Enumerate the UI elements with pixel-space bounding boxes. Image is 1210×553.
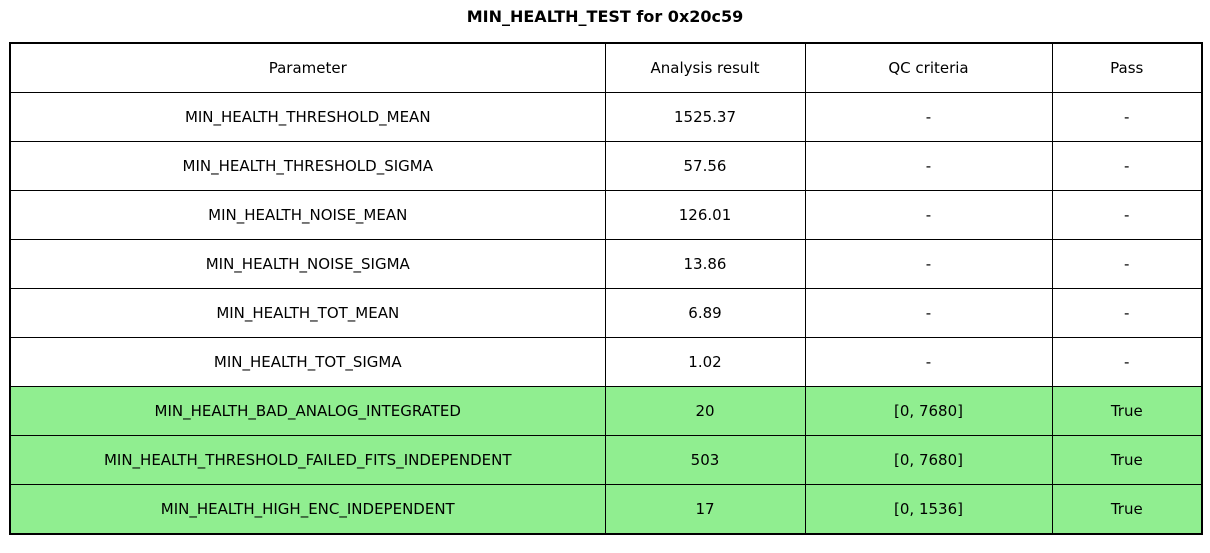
cell-analysis-result: 20 (604, 386, 806, 436)
cell-parameter: MIN_HEALTH_NOISE_MEAN (9, 190, 606, 240)
cell-qc-criteria: - (804, 337, 1053, 387)
cell-analysis-result: 13.86 (604, 239, 806, 289)
cell-pass: - (1051, 141, 1203, 191)
table-row: MIN_HEALTH_THRESHOLD_FAILED_FITS_INDEPEN… (9, 435, 1203, 485)
cell-pass: True (1051, 484, 1203, 535)
cell-parameter: MIN_HEALTH_THRESHOLD_MEAN (9, 92, 606, 142)
cell-qc-criteria: [0, 1536] (804, 484, 1053, 535)
table-row: MIN_HEALTH_NOISE_MEAN 126.01 - - (9, 190, 1203, 240)
cell-qc-criteria: - (804, 141, 1053, 191)
table-row: MIN_HEALTH_TOT_MEAN 6.89 - - (9, 288, 1203, 338)
cell-pass: - (1051, 239, 1203, 289)
cell-parameter: MIN_HEALTH_TOT_MEAN (9, 288, 606, 338)
cell-pass: True (1051, 386, 1203, 436)
cell-qc-criteria: [0, 7680] (804, 435, 1053, 485)
cell-parameter: MIN_HEALTH_THRESHOLD_SIGMA (9, 141, 606, 191)
qc-result-table: Parameter Analysis result QC criteria Pa… (9, 42, 1203, 535)
cell-parameter: MIN_HEALTH_HIGH_ENC_INDEPENDENT (9, 484, 606, 535)
cell-qc-criteria: - (804, 288, 1053, 338)
column-header-analysis-result: Analysis result (604, 42, 806, 93)
table-row: MIN_HEALTH_THRESHOLD_SIGMA 57.56 - - (9, 141, 1203, 191)
cell-qc-criteria: - (804, 239, 1053, 289)
column-header-qc-criteria: QC criteria (804, 42, 1053, 93)
cell-analysis-result: 1.02 (604, 337, 806, 387)
cell-pass: - (1051, 288, 1203, 338)
cell-pass: - (1051, 92, 1203, 142)
table-header-row: Parameter Analysis result QC criteria Pa… (9, 42, 1203, 93)
cell-qc-criteria: - (804, 92, 1053, 142)
cell-analysis-result: 503 (604, 435, 806, 485)
cell-pass: True (1051, 435, 1203, 485)
column-header-pass: Pass (1051, 42, 1203, 93)
cell-qc-criteria: - (804, 190, 1053, 240)
cell-parameter: MIN_HEALTH_TOT_SIGMA (9, 337, 606, 387)
cell-analysis-result: 126.01 (604, 190, 806, 240)
table-row: MIN_HEALTH_HIGH_ENC_INDEPENDENT 17 [0, 1… (9, 484, 1203, 535)
cell-analysis-result: 1525.37 (604, 92, 806, 142)
table-row: MIN_HEALTH_THRESHOLD_MEAN 1525.37 - - (9, 92, 1203, 142)
cell-analysis-result: 6.89 (604, 288, 806, 338)
cell-parameter: MIN_HEALTH_THRESHOLD_FAILED_FITS_INDEPEN… (9, 435, 606, 485)
column-header-parameter: Parameter (9, 42, 606, 93)
table-row: MIN_HEALTH_NOISE_SIGMA 13.86 - - (9, 239, 1203, 289)
cell-qc-criteria: [0, 7680] (804, 386, 1053, 436)
cell-pass: - (1051, 190, 1203, 240)
cell-parameter: MIN_HEALTH_BAD_ANALOG_INTEGRATED (9, 386, 606, 436)
cell-parameter: MIN_HEALTH_NOISE_SIGMA (9, 239, 606, 289)
table-row: MIN_HEALTH_TOT_SIGMA 1.02 - - (9, 337, 1203, 387)
cell-analysis-result: 57.56 (604, 141, 806, 191)
cell-analysis-result: 17 (604, 484, 806, 535)
cell-pass: - (1051, 337, 1203, 387)
table-row: MIN_HEALTH_BAD_ANALOG_INTEGRATED 20 [0, … (9, 386, 1203, 436)
page-title: MIN_HEALTH_TEST for 0x20c59 (466, 7, 744, 26)
